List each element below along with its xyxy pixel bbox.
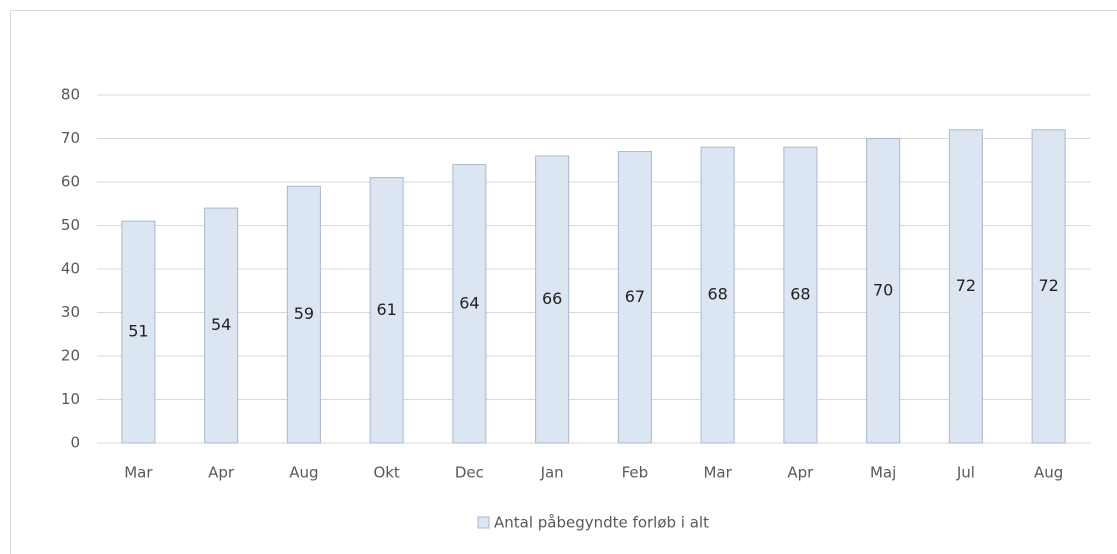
bar [948, 129, 983, 444]
x-tick-label: Mar [703, 464, 732, 482]
x-tick-label: Mar [124, 464, 153, 482]
x-tick-label: Dec [455, 464, 484, 482]
bar [700, 146, 735, 444]
bar [783, 146, 818, 444]
y-tick-label: 10 [61, 390, 80, 408]
data-label: 59 [294, 304, 314, 323]
legend-label: Antal påbegyndte forløb i alt [494, 514, 709, 532]
y-tick-label: 80 [61, 86, 80, 104]
y-tick-label: 50 [61, 216, 80, 234]
bar [121, 220, 156, 444]
x-tick-label: Aug [1034, 464, 1063, 482]
data-label: 68 [790, 285, 810, 304]
data-label: 72 [956, 276, 976, 295]
y-tick-label: 20 [61, 347, 80, 365]
x-tick-label: Jul [956, 464, 975, 482]
bar [369, 177, 404, 444]
x-tick-label: Apr [208, 464, 235, 482]
chart-border [10, 10, 1117, 554]
data-label: 66 [542, 289, 562, 308]
legend-swatch [477, 516, 490, 529]
x-tick-label: Aug [289, 464, 318, 482]
y-tick-label: 0 [70, 434, 80, 452]
x-tick-label: Maj [870, 464, 896, 482]
bar [617, 151, 652, 444]
y-tick-label: 60 [61, 173, 80, 191]
x-tick-label: Feb [622, 464, 649, 482]
x-tick-label: Apr [787, 464, 814, 482]
y-tick-label: 70 [61, 129, 80, 147]
bar [866, 138, 901, 444]
bar [286, 185, 321, 444]
bar [452, 164, 487, 444]
data-label: 67 [625, 287, 645, 306]
data-label: 61 [376, 300, 396, 319]
bar [1031, 129, 1066, 444]
data-label: 54 [211, 315, 231, 334]
data-label: 64 [459, 293, 479, 312]
y-tick-label: 40 [61, 260, 80, 278]
data-label: 72 [1038, 276, 1058, 295]
y-tick-label: 30 [61, 303, 80, 321]
bar [535, 155, 570, 444]
data-label: 70 [873, 280, 893, 299]
data-label: 68 [707, 285, 727, 304]
x-tick-label: Okt [373, 464, 399, 482]
data-label: 51 [128, 322, 148, 341]
x-tick-label: Jan [540, 464, 564, 482]
bar [204, 207, 239, 444]
